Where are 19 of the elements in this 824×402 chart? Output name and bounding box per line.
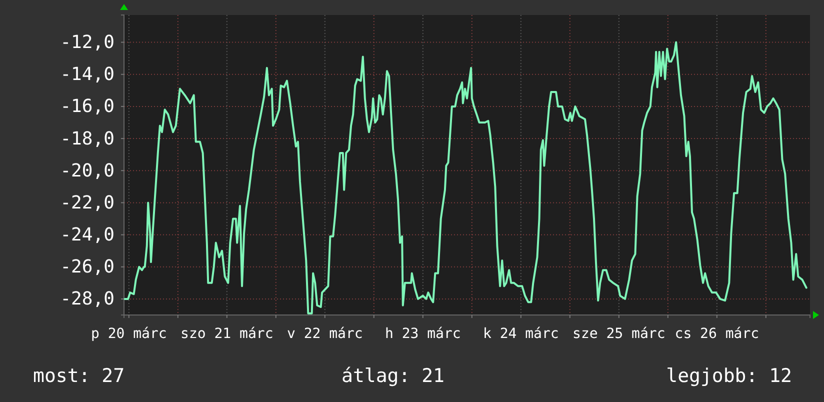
x-tick-label: cs 26 márc bbox=[674, 326, 760, 342]
y-tick-label: -24,0 bbox=[60, 224, 114, 246]
x-tick-label: k 24 márc bbox=[482, 326, 559, 342]
x-tick-label: szo 21 márc bbox=[180, 326, 274, 342]
y-tick-label: -26,0 bbox=[60, 256, 114, 278]
y-tick-label: -18,0 bbox=[60, 128, 114, 150]
text: legjobb: 12 bbox=[666, 365, 792, 387]
y-tick-label: -22,0 bbox=[60, 192, 114, 214]
y-tick-label: -16,0 bbox=[60, 96, 114, 118]
x-tick-label: p 20 márc bbox=[90, 326, 167, 342]
y-tick-label: -20,0 bbox=[60, 160, 114, 182]
y-tick-label: -12,0 bbox=[60, 32, 114, 54]
y-tick-label: -28,0 bbox=[60, 288, 114, 310]
x-tick-label: sze 25 márc bbox=[572, 326, 666, 342]
text: most: 27 bbox=[33, 365, 125, 387]
text: átlag: 21 bbox=[342, 365, 444, 387]
x-tick-label: v 22 márc bbox=[286, 326, 363, 342]
x-tick-label: h 23 márc bbox=[384, 326, 461, 342]
y-tick-label: -14,0 bbox=[60, 64, 114, 86]
